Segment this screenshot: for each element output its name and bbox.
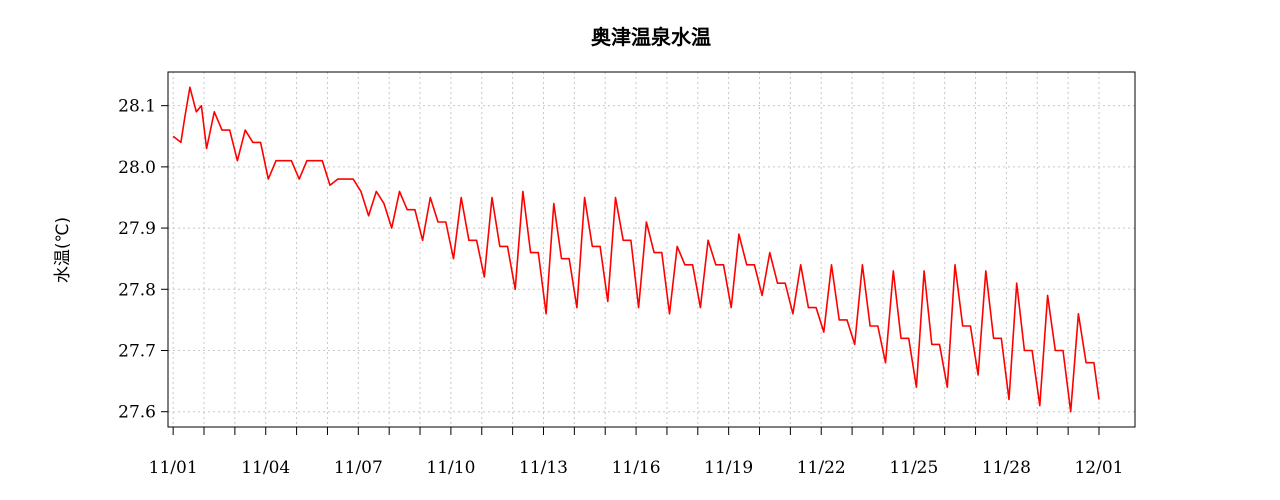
- y-axis-title: 水温(℃): [53, 217, 73, 283]
- x-tick-label: 11/28: [982, 458, 1031, 478]
- x-tick-label: 11/16: [612, 458, 661, 478]
- x-tick-label: 11/01: [149, 458, 198, 478]
- x-tick-label: 11/10: [426, 458, 475, 478]
- plot-frame: [167, 71, 1136, 428]
- series-layer: [172, 86, 1100, 413]
- x-tick-label: 11/19: [704, 458, 753, 478]
- grid-lines: [168, 72, 1135, 427]
- y-tick-label: 27.9: [118, 219, 156, 239]
- x-tick-label: 12/01: [1074, 458, 1123, 478]
- y-tick-label: 27.8: [118, 280, 156, 300]
- x-tick-label: 11/07: [334, 458, 383, 478]
- chart-title: 奥津温泉水温: [591, 25, 711, 49]
- x-tick-label: 11/13: [519, 458, 568, 478]
- x-tick-label: 11/04: [241, 458, 290, 478]
- x-tick-label: 11/22: [797, 458, 846, 478]
- axes: 27.6 27.7 27.8 27.9 28.0 28.1 11/01 11/04 11/07 1…: [118, 97, 1123, 478]
- x-tick-label: 11/25: [889, 458, 938, 478]
- y-tick-label: 28.0: [118, 158, 156, 178]
- y-tick-label: 27.7: [118, 341, 156, 361]
- y-tick-label: 27.6: [118, 403, 156, 423]
- y-tick-label: 28.1: [118, 97, 156, 117]
- series-line-water-temperature: [172, 86, 1100, 413]
